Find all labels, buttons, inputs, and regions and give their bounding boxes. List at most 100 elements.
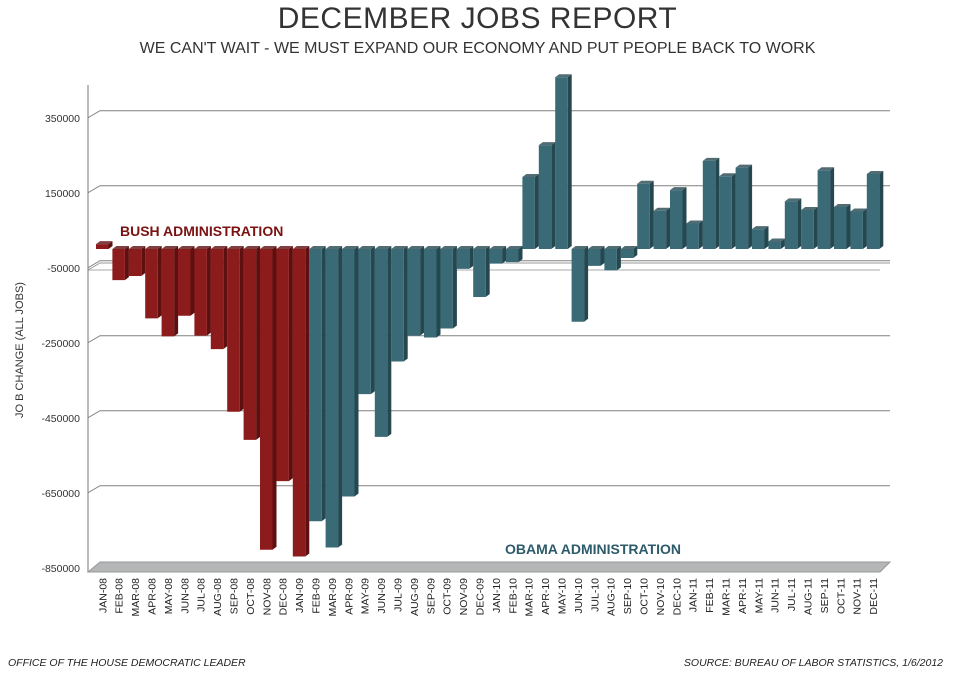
bar-front	[735, 167, 749, 249]
bar-side	[797, 198, 802, 249]
gridline	[87, 335, 890, 344]
bar-top	[128, 246, 146, 249]
bar-front	[456, 249, 470, 269]
x-tick-label: OCT-08	[245, 578, 257, 615]
bar-front	[309, 249, 322, 522]
bar-oct-10	[637, 180, 654, 249]
bar-top	[702, 157, 720, 161]
bar-front	[96, 244, 109, 249]
bar-sep-08	[227, 246, 244, 412]
bar-front	[342, 249, 355, 497]
bar-jun-08	[178, 246, 195, 316]
bar-top	[292, 246, 310, 249]
x-tick-label: OCT-09	[442, 578, 454, 615]
bar-top	[489, 246, 507, 249]
bar-dec-11	[866, 171, 884, 249]
bar-oct-09	[440, 246, 457, 329]
bar-mar-10	[522, 174, 539, 249]
bar-front	[768, 241, 781, 249]
bar-top	[112, 246, 129, 249]
bar-front	[670, 190, 683, 249]
bar-mar-08	[128, 246, 146, 276]
bar-top	[752, 226, 769, 230]
x-tick-label: MAY-11	[753, 578, 765, 614]
bar-side	[108, 241, 113, 249]
bar-may-09	[358, 246, 375, 395]
bar-top	[850, 208, 867, 212]
x-tick-label: JUL-09	[392, 578, 404, 612]
bar-front	[473, 249, 486, 297]
bar-side	[469, 246, 474, 269]
bar-top	[161, 246, 179, 249]
bar-front	[260, 249, 273, 550]
bar-side	[190, 246, 195, 316]
bar-front	[424, 249, 437, 338]
bar-aug-10	[604, 246, 621, 271]
y-axis-label: JO B CHANGE (ALL JOBS)	[14, 282, 26, 418]
x-tick-label: MAY-10	[556, 578, 568, 614]
bar-front	[637, 183, 650, 249]
bar-top	[784, 198, 802, 202]
x-tick-label: APR-10	[540, 578, 552, 615]
y-tick-label: 350000	[45, 113, 80, 125]
bar-side	[452, 246, 457, 329]
bars	[96, 74, 884, 557]
bush-administration-label: BUSH ADMINISTRATION	[120, 223, 283, 239]
bar-side	[157, 246, 162, 319]
bar-side	[370, 246, 375, 395]
x-tick-label: APR-08	[146, 578, 158, 615]
y-tick-label: 150000	[45, 188, 80, 200]
x-tick-label: AUG-09	[409, 578, 421, 616]
bar-side	[436, 246, 441, 338]
bar-front	[801, 210, 814, 249]
bar-jan-10	[489, 246, 507, 264]
y-tick-label: -650000	[41, 488, 80, 500]
x-tick-label: DEC-09	[474, 578, 486, 616]
gridline	[87, 260, 890, 269]
bar-aug-09	[407, 246, 425, 336]
bar-side	[272, 246, 277, 550]
bar-side	[223, 246, 228, 350]
gridline	[87, 185, 890, 194]
bar-side	[830, 167, 835, 249]
bar-top	[604, 246, 621, 249]
footer-source-office: OFFICE OF THE HOUSE DEMOCRATIC LEADER	[8, 657, 246, 669]
bar-top	[424, 246, 441, 249]
x-tick-label: JUN-10	[573, 578, 585, 614]
bar-top	[96, 241, 113, 245]
x-tick-label: DEC-08	[278, 578, 290, 616]
x-tick-label: MAY-09	[360, 578, 372, 614]
bar-feb-08	[112, 246, 129, 281]
bar-side	[518, 246, 523, 263]
bar-side	[764, 226, 769, 249]
x-tick-label: DEC-11	[868, 578, 880, 615]
bar-top	[309, 246, 326, 249]
bar-top	[801, 207, 818, 210]
x-axis-labels: JAN-08 FEB-08 MAR-08 APR-08 MAY-08 JUN-08 JUL-…	[97, 578, 880, 617]
bar-side	[584, 246, 589, 322]
bar-dec-09	[473, 246, 490, 297]
bar-front	[752, 229, 765, 249]
bar-top	[866, 171, 884, 174]
bar-may-08	[161, 246, 179, 337]
x-tick-label: SEP-09	[425, 578, 437, 614]
bar-jan-09	[292, 246, 310, 557]
bar-side	[256, 246, 261, 440]
bar-jun-11	[768, 238, 785, 249]
bar-front	[834, 207, 847, 249]
bar-may-11	[752, 226, 769, 249]
bar-apr-10	[538, 142, 556, 249]
x-tick-label: SEP-08	[228, 578, 240, 614]
x-tick-label: JUL-08	[196, 578, 208, 612]
bar-side	[239, 246, 244, 412]
bar-front	[702, 160, 716, 249]
bar-front	[194, 249, 207, 336]
bar-top	[407, 246, 425, 249]
bar-side	[567, 74, 572, 249]
x-tick-label: FEB-10	[507, 578, 519, 614]
zero-baseline	[87, 262, 890, 271]
bar-front	[276, 249, 289, 482]
y-tick-label: -250000	[41, 338, 80, 350]
bar-oct-11	[834, 204, 851, 249]
bar-jun-10	[571, 246, 589, 322]
